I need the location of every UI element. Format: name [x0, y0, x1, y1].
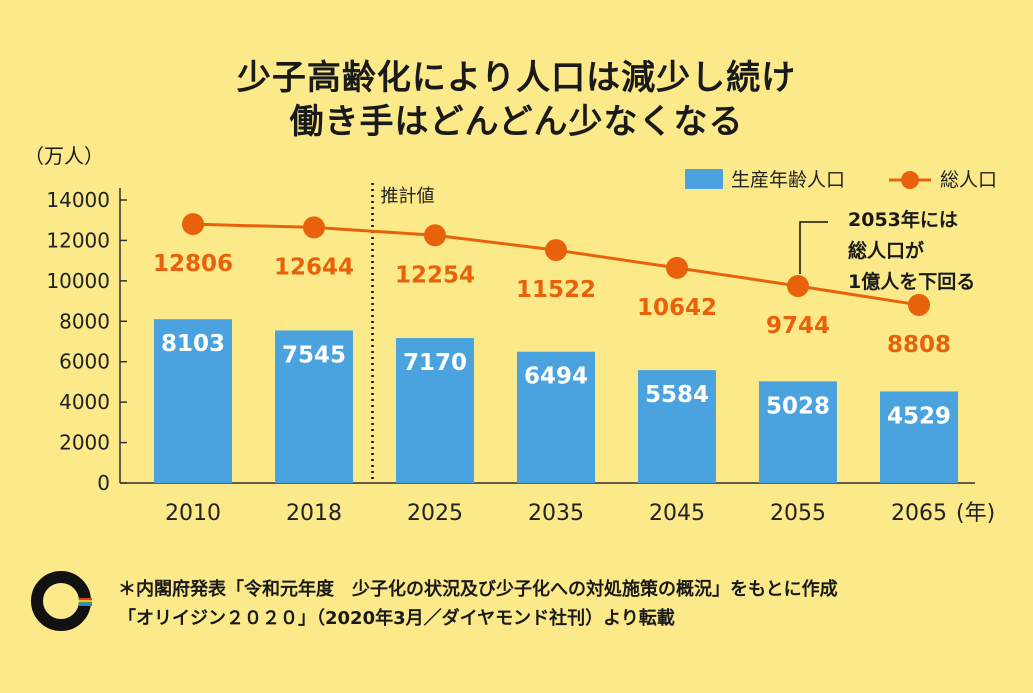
- y-tick-label: 2000: [59, 431, 110, 455]
- x-tick-label: 2018: [286, 501, 342, 526]
- line-point-2045: [666, 256, 688, 279]
- title-line-2: 働き手はどんどん少なくなる: [289, 102, 744, 142]
- line-value-label: 10642: [637, 295, 717, 321]
- line-point-2018: [303, 216, 325, 239]
- legend-bar-label: 生産年齢人口: [731, 169, 845, 191]
- footer-source-line-1: ＊内閣府発表「令和元年度 少子化の状況及び少子化への対処施策の概況」をもとに作成: [118, 579, 838, 600]
- legend-line-marker: [901, 171, 919, 189]
- bar-value-label: 5584: [645, 382, 709, 408]
- annotation-text: 総人口が: [848, 239, 924, 262]
- bar-value-label: 5028: [766, 393, 830, 419]
- bar-2018: [275, 330, 353, 483]
- bar-value-label: 4529: [887, 403, 951, 429]
- annotation-text: 1億人を下回る: [848, 270, 975, 293]
- y-tick-label: 8000: [59, 309, 110, 333]
- estimate-label: 推計値: [381, 186, 435, 207]
- legend-line-label: 総人口: [940, 169, 997, 191]
- bar-value-label: 7170: [403, 350, 467, 376]
- line-point-2065: [908, 293, 930, 316]
- x-tick-label: 2025: [407, 501, 463, 526]
- x-tick-label: 2010: [165, 501, 221, 526]
- y-tick-label: 12000: [46, 228, 110, 252]
- x-tick-label: 2035: [528, 501, 584, 526]
- line-value-label: 9744: [766, 313, 830, 339]
- bar-2035: [517, 351, 595, 483]
- footer-source-line-2: 「オリイジン２０２０」（2020年3月／ダイヤモンド社刊）より転載: [118, 608, 675, 629]
- bar-2065: [880, 391, 958, 483]
- y-tick-label: 0: [97, 471, 110, 495]
- annotation-leader-line: [799, 221, 828, 275]
- line-value-label: 8808: [887, 332, 951, 358]
- legend-bar-swatch: [685, 169, 723, 189]
- bar-2010: [154, 319, 232, 483]
- publisher-logo-icon: [31, 571, 92, 631]
- title-line-1: 少子高齢化により人口は減少し続け: [236, 58, 797, 98]
- x-tick-label: 2055: [770, 501, 826, 526]
- y-tick-label: 10000: [46, 269, 110, 293]
- line-value-label: 12806: [153, 251, 233, 277]
- chart-title: 少子高齢化により人口は減少し続け 働き手はどんどん少なくなる: [0, 56, 1033, 144]
- bar-value-label: 6494: [524, 364, 588, 390]
- line-value-label: 12254: [395, 262, 475, 288]
- y-axis-unit: （万人）: [24, 144, 104, 168]
- y-tick-label: 6000: [59, 350, 110, 374]
- y-tick-label: 4000: [59, 390, 110, 414]
- line-value-label: 12644: [274, 254, 354, 280]
- line-point-2035: [545, 239, 567, 262]
- bar-value-label: 7545: [282, 342, 346, 368]
- y-tick-label: 14000: [46, 188, 110, 212]
- bar-2045: [638, 370, 716, 483]
- x-tick-label: 2065: [891, 501, 947, 526]
- line-point-2025: [424, 224, 446, 247]
- x-tick-label: 2045: [649, 501, 705, 526]
- line-point-2055: [787, 275, 809, 298]
- bar-2055: [759, 381, 837, 483]
- x-axis-unit: (年): [956, 501, 995, 526]
- line-point-2010: [182, 213, 204, 236]
- bar-value-label: 8103: [161, 331, 225, 357]
- annotation-text: 2053年には: [848, 208, 958, 231]
- bar-2025: [396, 338, 474, 483]
- line-value-label: 11522: [516, 277, 596, 303]
